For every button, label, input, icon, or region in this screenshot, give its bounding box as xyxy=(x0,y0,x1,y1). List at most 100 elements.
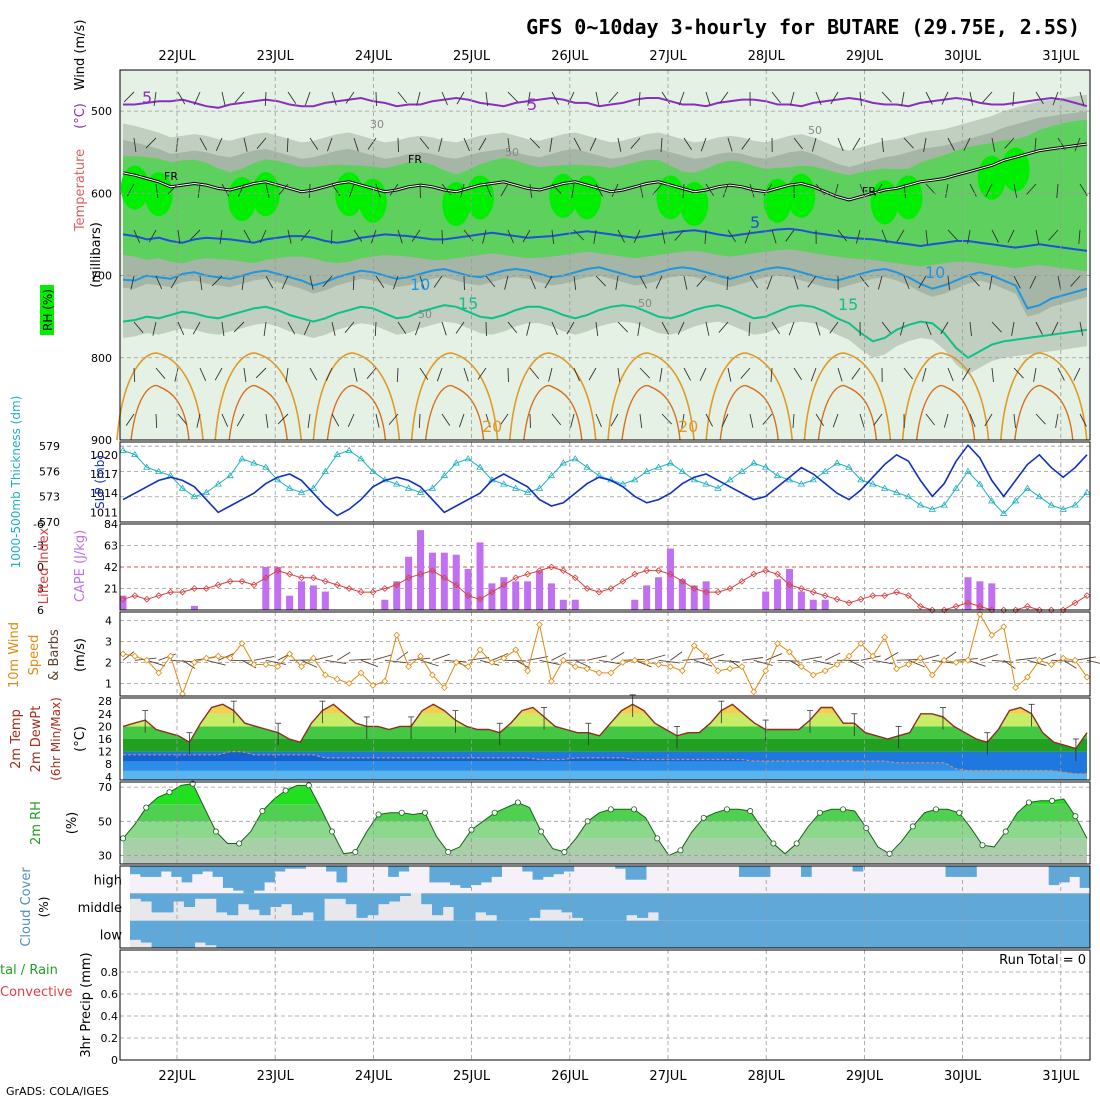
slp-line xyxy=(122,443,1088,517)
cloud-cell xyxy=(625,866,637,880)
lifted-tick: 0 xyxy=(37,561,44,574)
date-label-top: 30JUL xyxy=(944,49,982,64)
cloud-cell xyxy=(1036,920,1048,948)
wind-barb xyxy=(877,275,883,290)
rh2m-label: 2m RH xyxy=(29,801,44,845)
rh-marker xyxy=(491,809,498,816)
cape-bar xyxy=(417,530,425,610)
lifted-index-marker xyxy=(643,567,651,574)
wind-barb xyxy=(347,413,355,427)
wind-barb xyxy=(567,91,575,105)
wind-barb xyxy=(639,183,644,198)
thickness-marker xyxy=(500,480,508,487)
wind-barb-10m xyxy=(670,651,683,661)
rh-marker xyxy=(120,835,127,842)
cloud-cell xyxy=(326,866,337,872)
wind-barb xyxy=(683,137,692,150)
wind-barb xyxy=(1078,229,1081,244)
contour-label: 10 xyxy=(410,275,430,294)
cloud-cell xyxy=(658,893,670,921)
lifted-index-marker xyxy=(274,567,282,574)
wind-barb xyxy=(925,229,928,244)
wind-barb-10m xyxy=(158,653,176,661)
cape-bar xyxy=(274,567,282,610)
rh-marker xyxy=(1072,813,1079,820)
wind-barb xyxy=(353,367,358,382)
cloud-cell xyxy=(669,920,681,948)
cloud-cell xyxy=(130,920,142,940)
wind-barb-10m xyxy=(587,655,607,661)
wind-barb xyxy=(793,367,802,380)
cloud-cell xyxy=(486,893,498,916)
cloud-cell xyxy=(744,920,756,948)
thickness-tick: 576 xyxy=(39,465,60,478)
panel-frame xyxy=(119,523,1091,611)
thickness-marker xyxy=(1011,497,1020,504)
wind-speed-marker xyxy=(417,652,424,660)
cloud-cell xyxy=(442,893,454,907)
wind-barb xyxy=(397,91,408,104)
cloud-cell xyxy=(507,920,519,948)
cloud-cell xyxy=(798,920,810,948)
thickness-marker xyxy=(988,497,996,504)
wind-barb xyxy=(300,229,311,241)
date-label-bottom: 31JUL xyxy=(1042,1069,1080,1084)
wind-barb xyxy=(265,413,269,428)
wind-barb-10m xyxy=(824,652,841,661)
date-label-bottom: 28JUL xyxy=(748,1069,786,1084)
wind-barb xyxy=(215,137,223,151)
wind-barb-10m xyxy=(1075,656,1096,661)
cape-bar xyxy=(512,581,520,610)
wind-barb xyxy=(463,275,465,291)
wind-barb xyxy=(234,91,245,103)
wind-speed-marker xyxy=(167,652,174,660)
cloud-cell xyxy=(1069,866,1081,877)
wind-barb xyxy=(145,137,157,149)
cloud-cell xyxy=(1014,920,1026,948)
wind-speed-marker xyxy=(643,659,651,666)
wind-label-c: & Barbs xyxy=(47,629,62,681)
temp-tick: 28 xyxy=(98,695,112,708)
thickness-marker xyxy=(428,484,437,491)
contour-label: FR xyxy=(408,153,422,166)
cloud-cell xyxy=(563,866,575,872)
wind-barb xyxy=(963,137,971,151)
wind-barb xyxy=(507,367,509,383)
rh-marker xyxy=(259,808,266,815)
cape-bar xyxy=(678,579,686,610)
panel-frame xyxy=(119,865,1091,949)
wind-barb-10m xyxy=(170,659,193,663)
wind-barb xyxy=(133,137,137,152)
wind-barb-10m xyxy=(1003,659,1016,670)
cloud-cell xyxy=(399,893,411,896)
wind-barb xyxy=(1048,229,1059,241)
wind-barb xyxy=(617,321,629,333)
thickness-marker xyxy=(738,467,746,474)
lifted-index-marker xyxy=(155,592,163,600)
wind-barb xyxy=(762,413,773,425)
thickness-marker xyxy=(357,455,365,462)
cloud-high-bg xyxy=(130,866,1090,894)
rh-marker xyxy=(561,849,568,856)
wind-barb xyxy=(133,229,141,243)
lifted-index-marker xyxy=(238,577,246,585)
cloud-cell xyxy=(712,893,724,921)
dew-band xyxy=(123,770,1087,780)
cloud-cell xyxy=(561,893,573,913)
wind-barb xyxy=(881,137,884,152)
wind-barb xyxy=(411,229,421,242)
cloud-cell xyxy=(388,893,401,902)
cloud-cell xyxy=(701,893,713,921)
rh-marker xyxy=(979,842,986,849)
temp-25c-contour xyxy=(915,384,976,441)
wind-barb-10m xyxy=(908,659,925,668)
cape-bar xyxy=(440,552,448,610)
cloud-cell xyxy=(345,893,357,905)
wind-barb xyxy=(727,137,733,152)
thickness-marker xyxy=(416,488,425,495)
wind-barb xyxy=(1035,91,1044,105)
pressure-tick: 600 xyxy=(91,187,112,200)
wind-barb xyxy=(133,321,144,333)
wind-barb xyxy=(255,367,267,379)
wind-speed-marker xyxy=(369,682,377,689)
